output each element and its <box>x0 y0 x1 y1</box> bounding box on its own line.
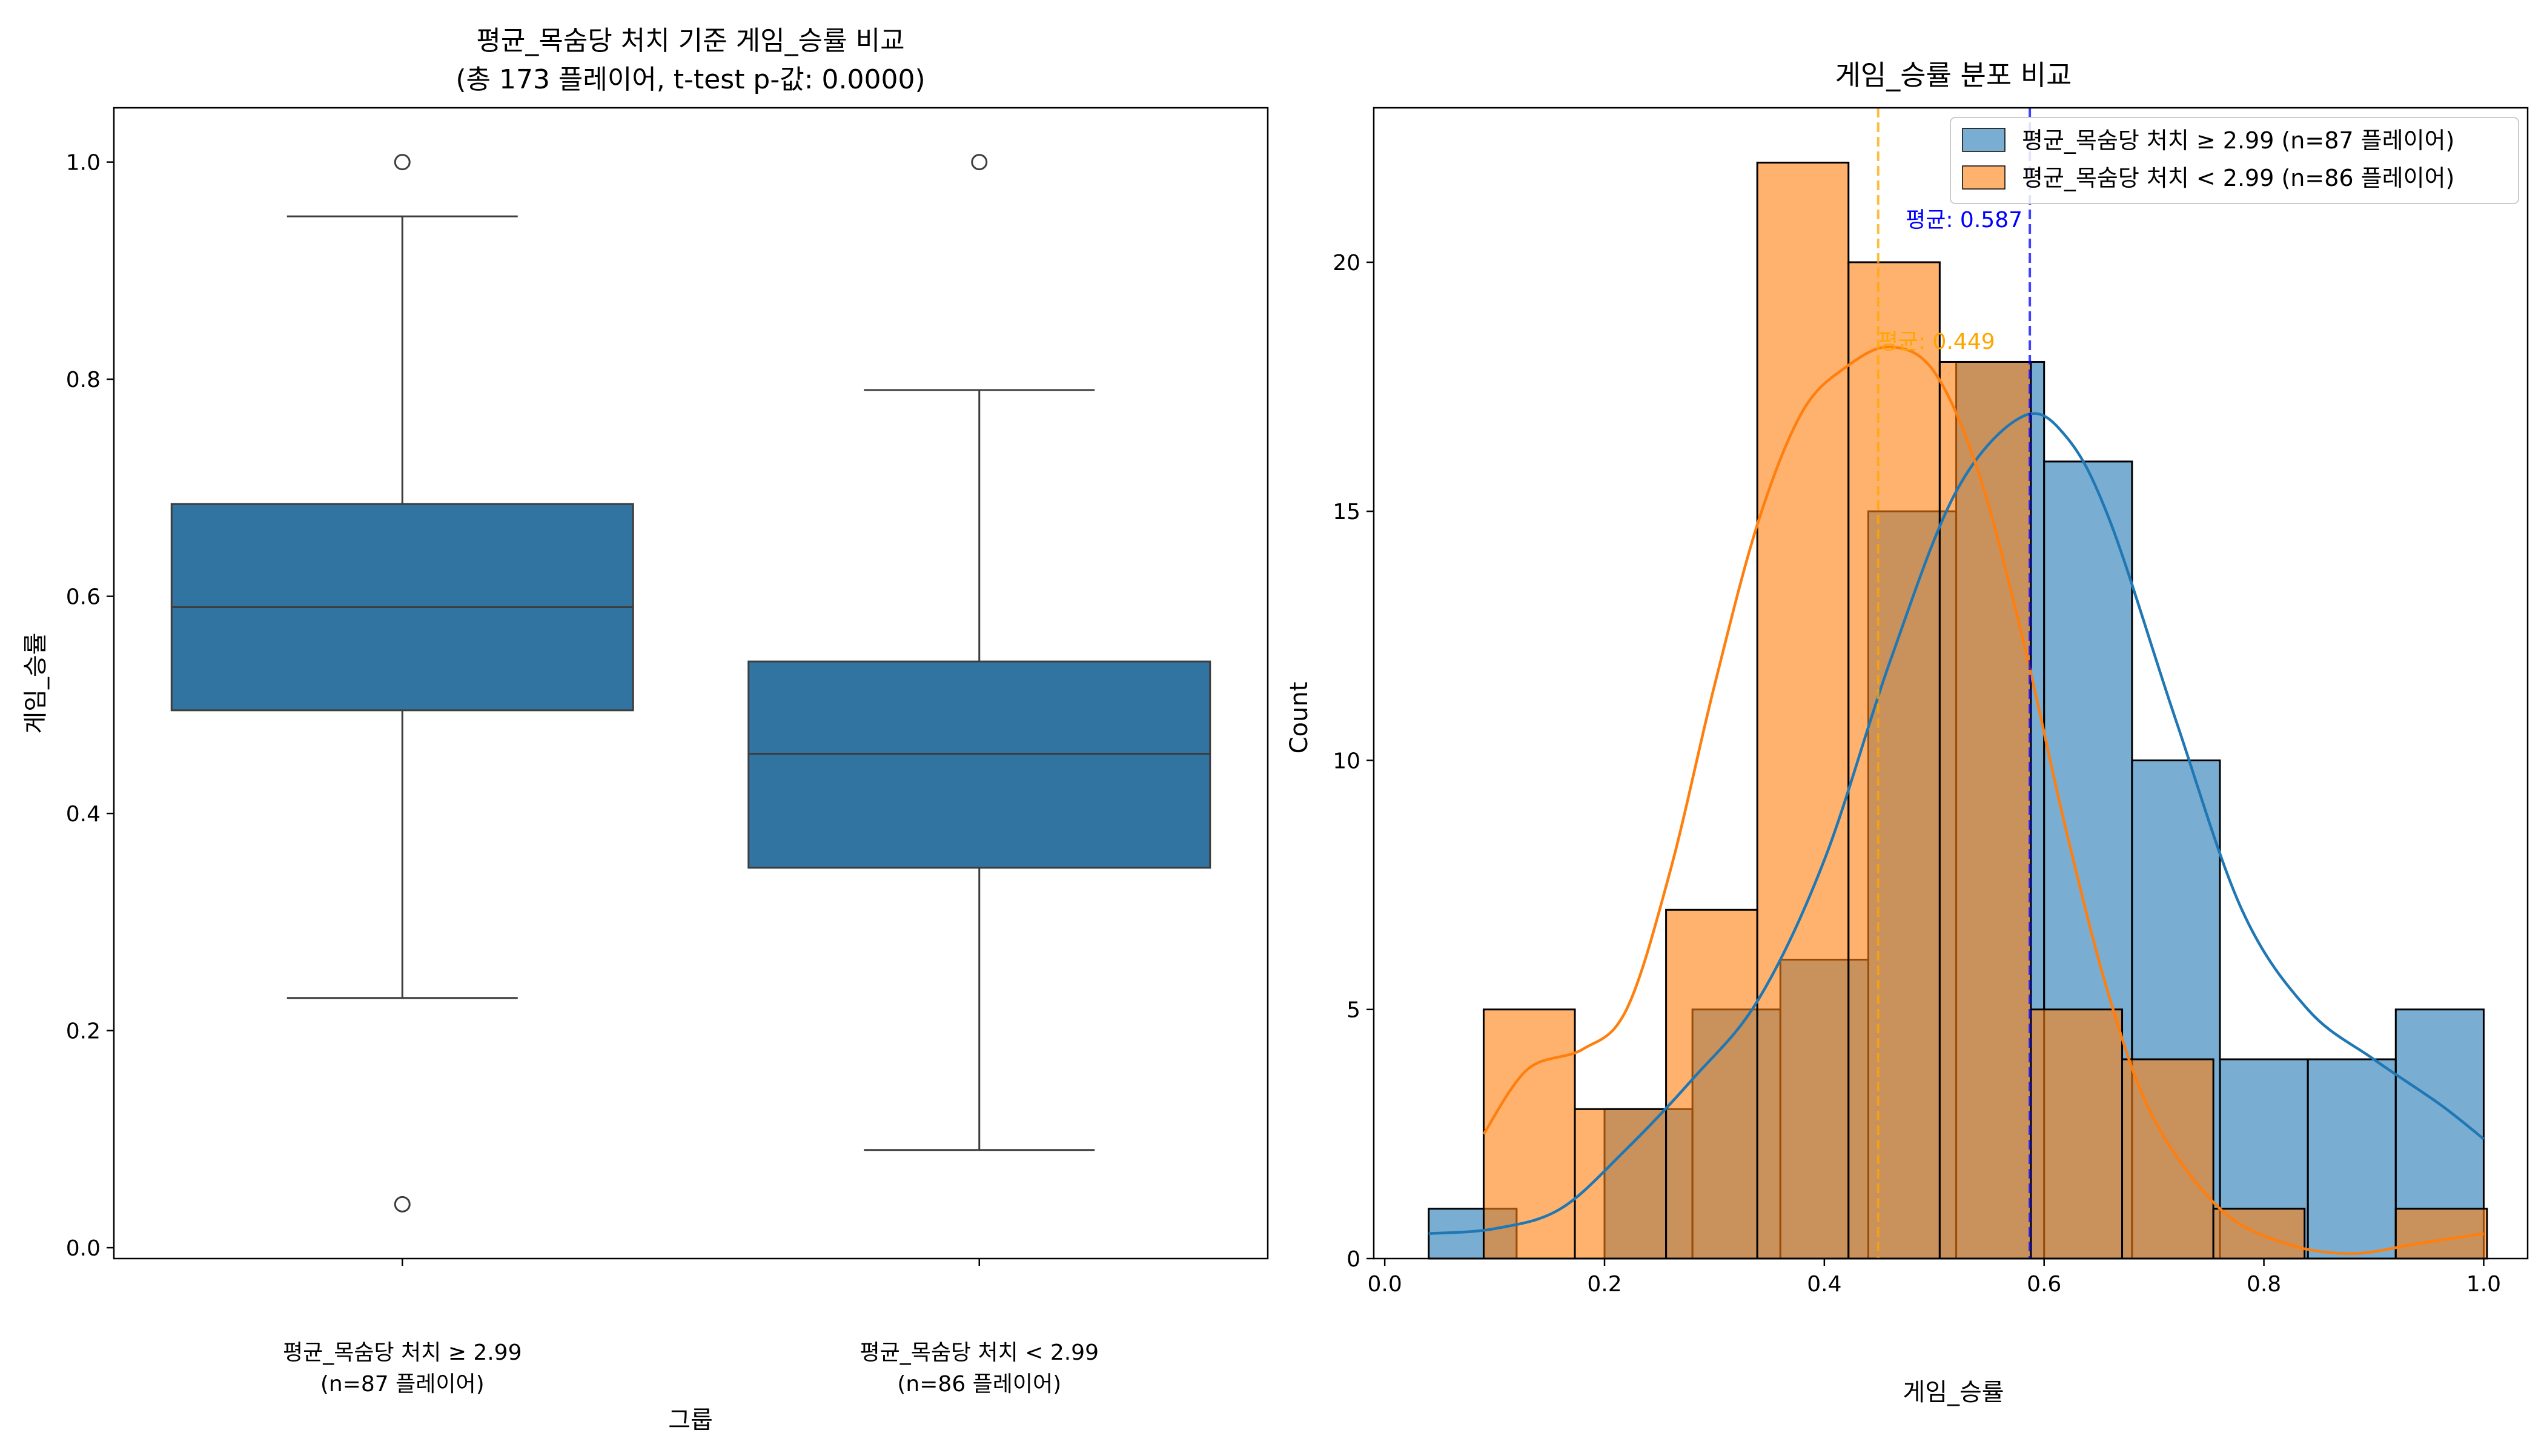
box-iqr-1 <box>747 660 1211 869</box>
legend-frame <box>1950 117 2519 204</box>
boxplot-y-tick-label-3: 0.6 <box>66 585 101 610</box>
boxplot-title-line2: (총 173 플레이어, t-test p-값: 0.0000) <box>455 64 925 95</box>
legend-swatch-high-group <box>1962 128 2006 152</box>
histogram-x-axis-label: 게임_승률 <box>1903 1378 2004 1406</box>
histogram-y-axis-label: Count <box>1285 682 1313 754</box>
hist-bar-low-group-3 <box>1756 161 1850 1260</box>
boxplot-y-tick-label-5: 1.0 <box>66 151 101 176</box>
boxplot-y-axis-label: 게임_승률 <box>22 632 50 733</box>
boxplot-x-tick-label-0-line1: 평균_목숨당 처치 ≥ 2.99 <box>283 1340 522 1365</box>
boxplot-x-tick-label-0-line2: (n=87 플레이어) <box>320 1372 485 1397</box>
histogram-title: 게임_승률 분포 비교 <box>1835 59 2072 91</box>
boxplot-y-ticks: 0.0 0.2 0.4 0.6 0.8 1.0 <box>66 151 114 1261</box>
histogram-y-tick-label-1: 5 <box>1347 998 1360 1023</box>
hist-bar-low-group-10 <box>2394 1208 2488 1260</box>
hist-bar-low-group-5 <box>1938 360 2032 1260</box>
kde-line-low-group <box>1482 345 2484 1256</box>
histogram-kde-lines <box>1428 345 2485 1256</box>
hist-bar-low-group-7 <box>2121 1058 2214 1260</box>
histogram-y-tick-label-3: 15 <box>1333 500 1360 524</box>
boxplot-x-tick-label-1-line2: (n=86 플레이어) <box>897 1372 1061 1397</box>
boxplot-y-tick-label-0: 0.0 <box>66 1236 101 1261</box>
histogram-x-tick-label-0: 0.0 <box>1368 1272 1402 1297</box>
hist-bar-low-group-4 <box>1847 261 1941 1260</box>
histogram-x-tick-label-5: 1.0 <box>2466 1272 2501 1297</box>
legend-label-low-group: 평균_목숨당 처치 < 2.99 (n=86 플레이어) <box>2022 165 2454 191</box>
hist-bar-high-group-10 <box>2307 1058 2397 1260</box>
legend-label-high-group: 평균_목숨당 처치 ≥ 2.99 (n=87 플레이어) <box>2022 127 2454 154</box>
mean-label-low-group: 평균: 0.449 <box>1878 329 1995 354</box>
histogram-x-tick-label-4: 0.8 <box>2247 1272 2281 1297</box>
histogram-y-ticks: 0 5 10 15 20 <box>1333 251 1374 1272</box>
boxplot-x-tick-label-1-line1: 평균_목숨당 처치 < 2.99 <box>860 1340 1099 1365</box>
hist-bar-low-group-1 <box>1574 1108 1668 1260</box>
histogram-x-tick-label-1: 0.2 <box>1587 1272 1621 1297</box>
hist-bar-low-group-2 <box>1665 908 1758 1260</box>
legend-swatch-low-group <box>1962 165 2006 190</box>
box-outlier-0-0 <box>394 154 411 171</box>
boxplot-title-line1: 평균_목숨당 처치 기준 게임_승률 비교 <box>476 25 904 56</box>
histogram-legend: 평균_목숨당 처치 ≥ 2.99 (n=87 플레이어) 평균_목숨당 처치 <… <box>1950 117 2519 204</box>
boxplot-y-tick-label-1: 0.2 <box>66 1019 101 1044</box>
boxplot-chart: 평균_목숨당 처치 기준 게임_승률 비교 (총 173 플레이어, t-tes… <box>22 25 1269 1434</box>
histogram-y-tick-label-2: 10 <box>1333 749 1360 773</box>
histogram-chart: 게임_승률 분포 비교 평균: 0.587 평균: 0.449 0.0 0.2 0.4… <box>1285 59 2529 1406</box>
histogram-bars-low-group <box>1482 161 2488 1260</box>
boxplot-x-tick-labels: 평균_목숨당 처치 ≥ 2.99 (n=87 플레이어) 평균_목숨당 처치 < 2… <box>283 1259 1099 1397</box>
histogram-x-ticks: 0.0 0.2 0.4 0.6 0.8 1.0 <box>1368 1259 2501 1297</box>
histogram-x-tick-label-3: 0.6 <box>2027 1272 2061 1297</box>
boxplot-marks <box>170 154 1211 1213</box>
histogram-y-tick-label-4: 20 <box>1333 251 1360 276</box>
box-outlier-0-1 <box>394 1196 411 1213</box>
boxplot-y-tick-label-2: 0.4 <box>66 802 101 827</box>
boxplot-x-axis-label: 그룹 <box>668 1406 713 1434</box>
hist-bar-low-group-6 <box>2030 1008 2124 1260</box>
kde-line-high-group <box>1428 412 2485 1236</box>
histogram-mean-lines: 평균: 0.587 평균: 0.449 <box>1877 108 2032 1259</box>
histogram-frame <box>1373 107 2529 1260</box>
histogram-y-tick-label-0: 0 <box>1347 1247 1360 1272</box>
box-outlier-1-0 <box>971 154 988 171</box>
boxplot-y-tick-label-4: 0.8 <box>66 368 101 392</box>
mean-label-high-group: 평균: 0.587 <box>1906 208 2022 233</box>
histogram-x-tick-label-2: 0.4 <box>1807 1272 1841 1297</box>
boxplot-frame <box>113 107 1269 1260</box>
